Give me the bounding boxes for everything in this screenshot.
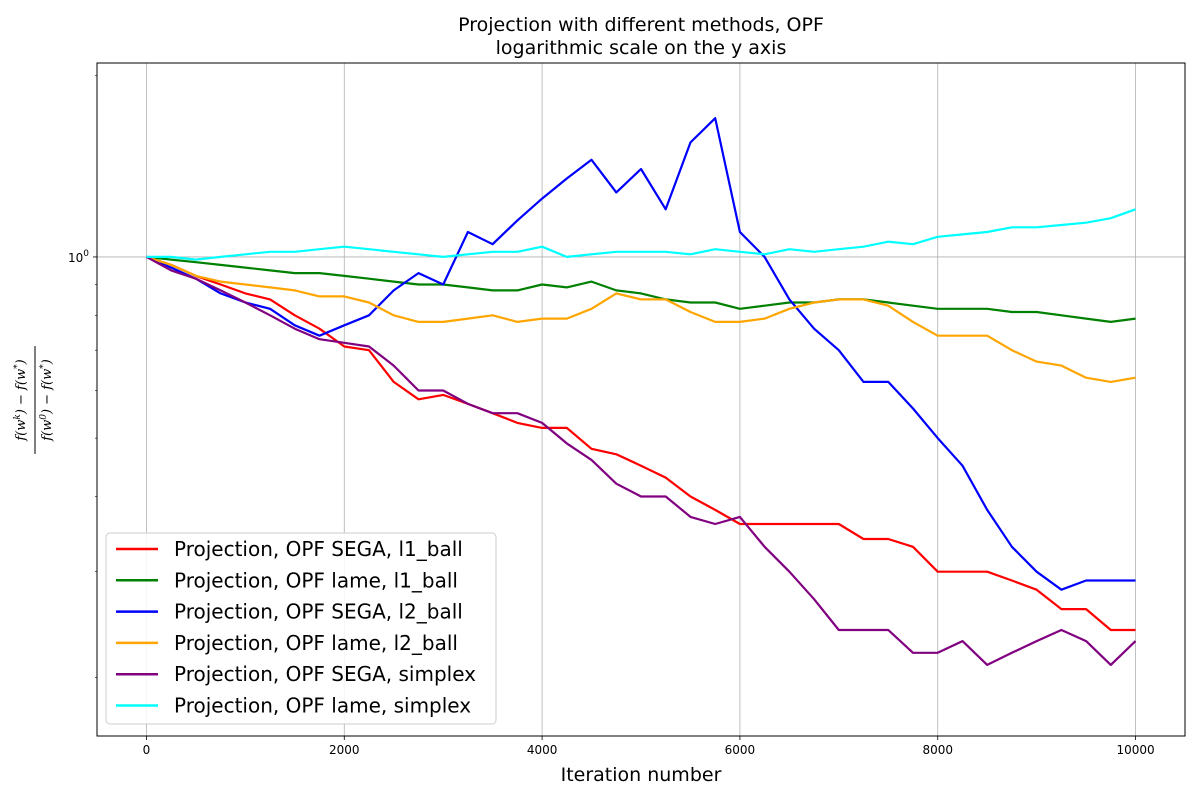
series-line bbox=[146, 208, 1136, 261]
legend-label: Projection, OPF SEGA, simplex bbox=[174, 662, 476, 686]
y-axis-ticks: 100 bbox=[68, 75, 97, 678]
series-lines bbox=[145, 117, 1137, 666]
y-axis-label: f(wk) − f(w*) f(w0) − f(w*) bbox=[13, 346, 55, 454]
legend-label: Projection, OPF lame, simplex bbox=[174, 694, 471, 718]
series-line bbox=[145, 255, 1137, 666]
chart-subtitle: logarithmic scale on the y axis bbox=[496, 37, 787, 59]
x-tick-label: 8000 bbox=[922, 743, 953, 757]
x-axis-ticks: 0 2000 4000 6000 8000 10000 bbox=[143, 736, 1155, 757]
svg-text:f(w0) − f(w*): f(w0) − f(w*) bbox=[39, 359, 55, 442]
legend-box bbox=[105, 532, 497, 725]
x-tick-label: 0 bbox=[143, 743, 151, 757]
series-line bbox=[146, 255, 1136, 632]
x-tick-label: 10000 bbox=[1116, 743, 1154, 757]
legend-label: Projection, OPF lame, l1_ball bbox=[174, 568, 458, 592]
x-axis-label: Iteration number bbox=[561, 764, 722, 786]
plot-area-frame bbox=[96, 62, 1186, 737]
legend-label: Projection, OPF SEGA, l1_ball bbox=[174, 537, 463, 561]
y-tick-label: 100 bbox=[68, 249, 89, 265]
series-line bbox=[146, 255, 1136, 383]
x-tick-label: 2000 bbox=[329, 743, 360, 757]
series-line bbox=[146, 117, 1136, 591]
grid-lines bbox=[97, 63, 1185, 736]
x-tick-label: 6000 bbox=[725, 743, 756, 757]
series-line bbox=[146, 255, 1136, 323]
legend-label: Projection, OPF SEGA, l2_ball bbox=[174, 600, 463, 624]
legend-label: Projection, OPF lame, l2_ball bbox=[174, 631, 458, 655]
chart-title: Projection with different methods, OPF bbox=[458, 14, 824, 36]
svg-text:f(wk) − f(w*): f(wk) − f(w*) bbox=[13, 359, 29, 441]
legend: Projection, OPF SEGA, l1_ball Projection,… bbox=[105, 532, 497, 725]
x-tick-label: 4000 bbox=[527, 743, 558, 757]
legend-items: Projection, OPF SEGA, l1_ball Projection,… bbox=[116, 537, 476, 718]
